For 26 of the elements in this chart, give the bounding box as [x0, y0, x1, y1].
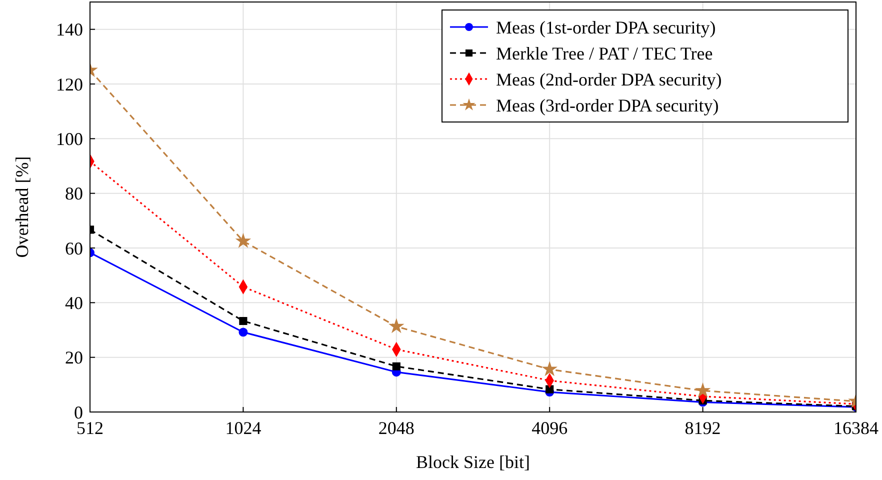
y-tick-label: 20	[65, 348, 83, 368]
y-tick-label: 140	[56, 20, 83, 40]
y-axis-title: Overhead [%]	[12, 156, 32, 258]
legend-label: Merkle Tree / PAT / TEC Tree	[496, 43, 713, 64]
x-axis-title: Block Size [bit]	[416, 452, 530, 472]
x-tick-label: 2048	[378, 418, 414, 438]
point	[542, 362, 556, 376]
y-tick-label: 40	[65, 292, 83, 313]
point	[696, 384, 710, 397]
point	[390, 319, 404, 332]
legend-label: Meas (2nd-order DPA security)	[496, 69, 722, 90]
x-tick-label: 8192	[684, 418, 721, 438]
legend-label: Meas (3rd-order DPA security)	[496, 95, 719, 116]
y-tick-label: 120	[56, 74, 83, 94]
x-tick-label: 1024	[225, 418, 262, 438]
y-tick-label: 80	[65, 184, 83, 204]
y-tick-label: 100	[56, 128, 83, 149]
point	[238, 328, 248, 337]
point	[392, 362, 400, 370]
point	[239, 316, 248, 326]
point	[546, 385, 554, 394]
point	[236, 234, 250, 248]
x-tick-label: 16384	[834, 418, 878, 438]
x-tick-label: 4096	[532, 418, 568, 438]
y-tick-label: 60	[65, 238, 83, 258]
legend-label: Meas (1st-order DPA security)	[496, 17, 716, 38]
